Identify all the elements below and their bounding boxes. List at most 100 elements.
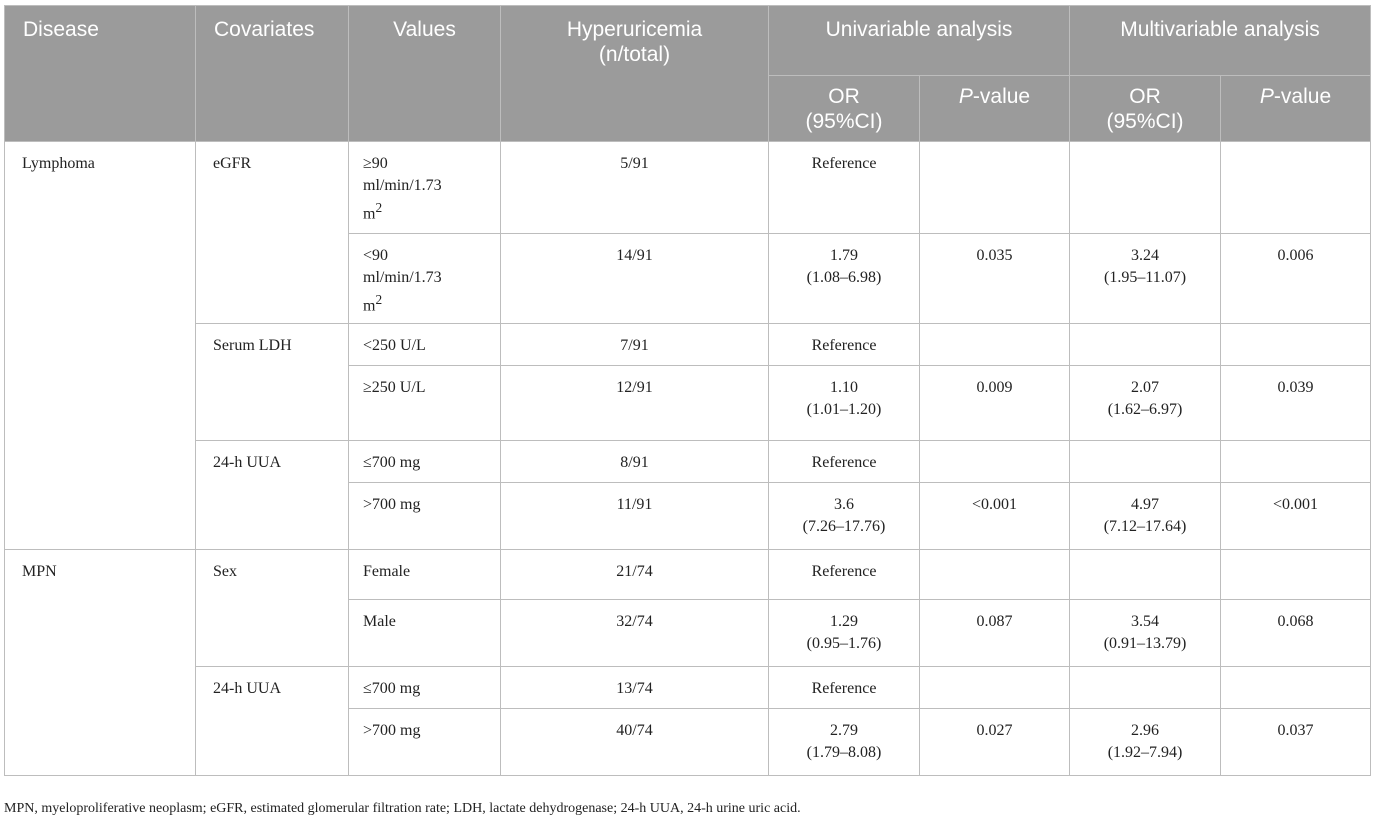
hyperuricemia-cell: 21/74 (500, 549, 769, 600)
value-line: ≥90 (363, 155, 388, 172)
header-hyperuricemia-line: (n/total) (598, 43, 671, 66)
p-italic: P (958, 85, 973, 108)
ci-line: (0.91–13.79) (1103, 635, 1187, 652)
multi-or-cell: 4.97 (7.12–17.64) (1069, 482, 1222, 550)
multi-or-cell (1069, 666, 1222, 709)
uni-or-cell: 2.79 (1.79–8.08) (768, 708, 920, 776)
covariate-24h-uua: 24-h UUA (195, 440, 349, 550)
value-line: ml/min/1.73 (363, 177, 442, 194)
multi-or-cell: 2.96 (1.92–7.94) (1069, 708, 1222, 776)
multi-p-cell: 0.068 (1220, 599, 1372, 667)
multi-or-cell (1069, 549, 1222, 600)
uni-p-cell (918, 549, 1071, 600)
multi-p-cell (1220, 323, 1372, 366)
ci-line: (1.01–1.20) (806, 401, 882, 418)
value-cell: <250 U/L (348, 323, 501, 366)
ci-line: (1.08–6.98) (806, 269, 882, 286)
or-line: 2.79 (830, 722, 858, 739)
value-line: m2 (363, 197, 500, 225)
multi-p-cell (1220, 440, 1372, 483)
header-values: Values (348, 5, 501, 142)
or-line: 3.6 (834, 496, 854, 513)
header-hyperuricemia: Hyperuricemia (n/total) (500, 5, 769, 142)
ci-line: (1.62–6.97) (1107, 401, 1183, 418)
header-or-line: (95%CI) (1106, 110, 1184, 133)
table-row: Lymphoma eGFR ≥90 ml/min/1.73 m2 5/91 Re… (4, 141, 1372, 550)
header-multi-or: OR (95%CI) (1069, 75, 1222, 142)
p-rest: -value (972, 85, 1031, 108)
table-row: MPN Sex Female 21/74 Reference (4, 549, 1372, 776)
multi-p-cell: 0.037 (1220, 708, 1372, 776)
or-line: 3.24 (1131, 247, 1160, 264)
header-or-line: (95%CI) (805, 110, 883, 133)
value-cell: Male (348, 599, 501, 667)
uni-p-cell (918, 323, 1071, 366)
uni-p-cell (918, 666, 1071, 709)
hyperuricemia-cell: 40/74 (500, 708, 769, 776)
superscript-2: 2 (375, 292, 383, 307)
multi-or-cell: 2.07 (1.62–6.97) (1069, 365, 1222, 441)
covariate-sex: Sex (195, 549, 349, 667)
uni-or-cell: Reference (768, 549, 920, 600)
hyperuricemia-cell: 14/91 (500, 233, 769, 324)
covariate-24h-uua: 24-h UUA (195, 666, 349, 776)
uni-or-cell: Reference (768, 323, 920, 366)
or-line: 1.10 (830, 379, 858, 396)
table-row: 24-h UUA ≤700 mg 8/91 Reference (5, 440, 1372, 550)
hyperuricemia-cell: 8/91 (500, 440, 769, 483)
p-italic: P (1259, 85, 1274, 108)
hyperuricemia-cell: 12/91 (500, 365, 769, 441)
uni-p-cell (918, 440, 1071, 483)
table-row: 24-h UUA ≤700 mg 13/74 Reference (5, 666, 1372, 776)
multi-or-cell: 3.54 (0.91–13.79) (1069, 599, 1222, 667)
header-uni-p: P-value (918, 75, 1071, 142)
value-cell: ≥250 U/L (348, 365, 501, 441)
multi-or-cell: 3.24 (1.95–11.07) (1069, 233, 1222, 324)
header-or-line: OR (828, 85, 860, 108)
or-line: 1.29 (830, 613, 858, 630)
value-cell: Female (348, 549, 501, 600)
value-line: ml/min/1.73 (363, 269, 442, 286)
value-cell: >700 mg (348, 482, 501, 550)
table-row: >700 mg 11/91 3.6 (7.26–17.76) <0.001 4.… (5, 482, 1372, 550)
table-row: >700 mg 40/74 2.79 (1.79–8.08) 0.027 2.9… (5, 708, 1372, 776)
unit-m: m (363, 297, 376, 315)
multi-or-cell (1069, 141, 1222, 234)
value-cell: >700 mg (348, 708, 501, 776)
uni-or-cell: 1.10 (1.01–1.20) (768, 365, 920, 441)
uni-or-cell: 3.6 (7.26–17.76) (768, 482, 920, 550)
or-line: 3.54 (1131, 613, 1160, 630)
value-cell: ≤700 mg (348, 440, 501, 483)
multi-p-cell: 0.039 (1220, 365, 1372, 441)
uni-or-cell: Reference (768, 440, 920, 483)
uni-p-cell (918, 141, 1071, 234)
disease-mpn: MPN (4, 549, 196, 776)
uni-or-cell: 1.29 (0.95–1.76) (768, 599, 920, 667)
ci-line: (7.26–17.76) (802, 518, 886, 535)
header-hyperuricemia-line: Hyperuricemia (566, 18, 703, 41)
header-uni-or: OR (95%CI) (768, 75, 920, 142)
value-cell: ≥90 ml/min/1.73 m2 (348, 141, 501, 234)
multi-p-cell (1220, 141, 1372, 234)
header-covariates: Covariates (195, 5, 349, 142)
ci-line: (1.92–7.94) (1107, 744, 1183, 761)
hyperuricemia-cell: 32/74 (500, 599, 769, 667)
multi-p-cell: <0.001 (1220, 482, 1372, 550)
uni-p-cell: 0.027 (918, 708, 1071, 776)
multi-p-cell (1220, 666, 1372, 709)
or-line: 1.79 (830, 247, 858, 264)
ci-line: (1.79–8.08) (806, 744, 882, 761)
or-line: 4.97 (1131, 496, 1160, 513)
hyperuricemia-cell: 11/91 (500, 482, 769, 550)
hyperuricemia-cell: 5/91 (500, 141, 769, 234)
multi-p-cell (1220, 549, 1372, 600)
ci-line: (7.12–17.64) (1103, 518, 1187, 535)
p-rest: -value (1273, 85, 1332, 108)
uni-p-cell: 0.035 (918, 233, 1071, 324)
value-cell: ≤700 mg (348, 666, 501, 709)
disease-lymphoma: Lymphoma (4, 141, 196, 550)
hyperuricemia-cell: 13/74 (500, 666, 769, 709)
uni-or-cell: Reference (768, 141, 920, 234)
uni-or-cell: Reference (768, 666, 920, 709)
uni-p-cell: 0.087 (918, 599, 1071, 667)
